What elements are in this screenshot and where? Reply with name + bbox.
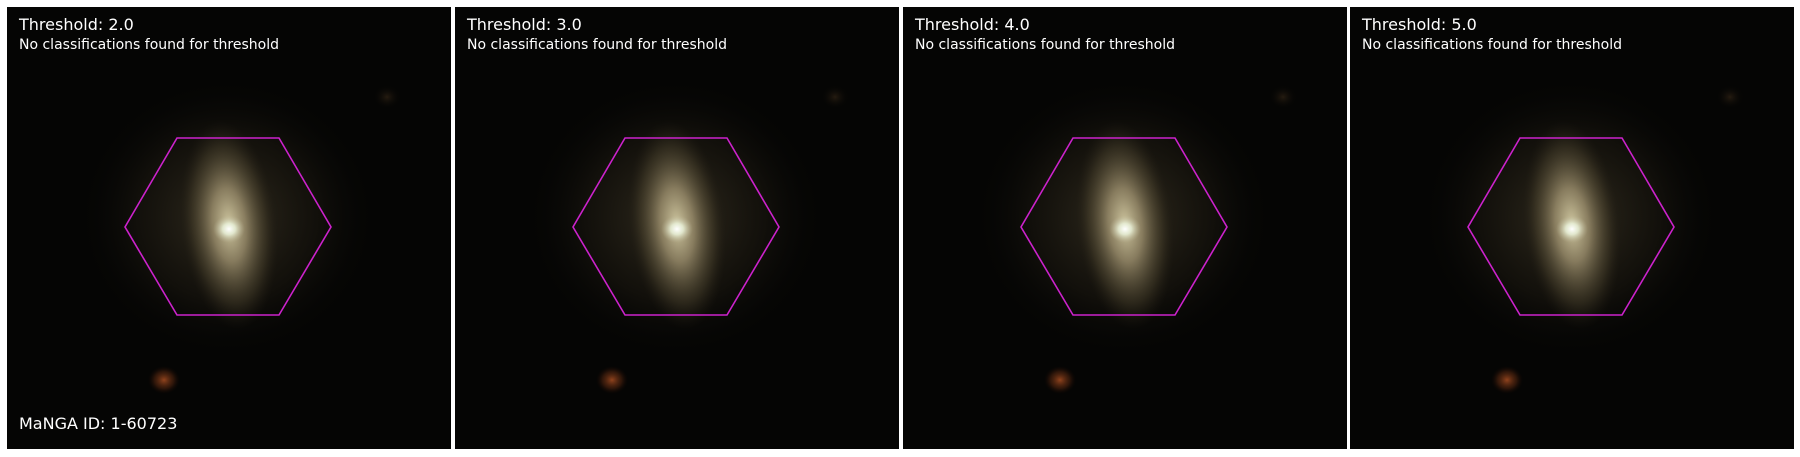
threshold-panel-5: Threshold: 5.0 No classifications found … [1350,7,1794,449]
panel-title: Threshold: 2.0 [19,15,134,34]
ifu-hexagon [1467,137,1675,316]
galaxy-image [903,7,1347,449]
panel-subtitle: No classifications found for threshold [467,37,727,53]
panel-title: Threshold: 3.0 [467,15,582,34]
threshold-panel-2: Threshold: 2.0 No classifications found … [7,7,451,449]
galaxy-image [455,7,899,449]
galaxy-image [7,7,451,449]
manga-id-label: MaNGA ID: 1-60723 [19,414,178,433]
threshold-panel-3: Threshold: 3.0 No classifications found … [455,7,899,449]
panel-subtitle: No classifications found for threshold [19,37,279,53]
panel-subtitle: No classifications found for threshold [1362,37,1622,53]
panel-subtitle: No classifications found for threshold [915,37,1175,53]
panel-title: Threshold: 5.0 [1362,15,1477,34]
galaxy-image [1350,7,1794,449]
ifu-hexagon [572,137,780,316]
ifu-hexagon [124,137,332,316]
threshold-panel-4: Threshold: 4.0 No classifications found … [903,7,1347,449]
panel-title: Threshold: 4.0 [915,15,1030,34]
ifu-hexagon [1020,137,1228,316]
